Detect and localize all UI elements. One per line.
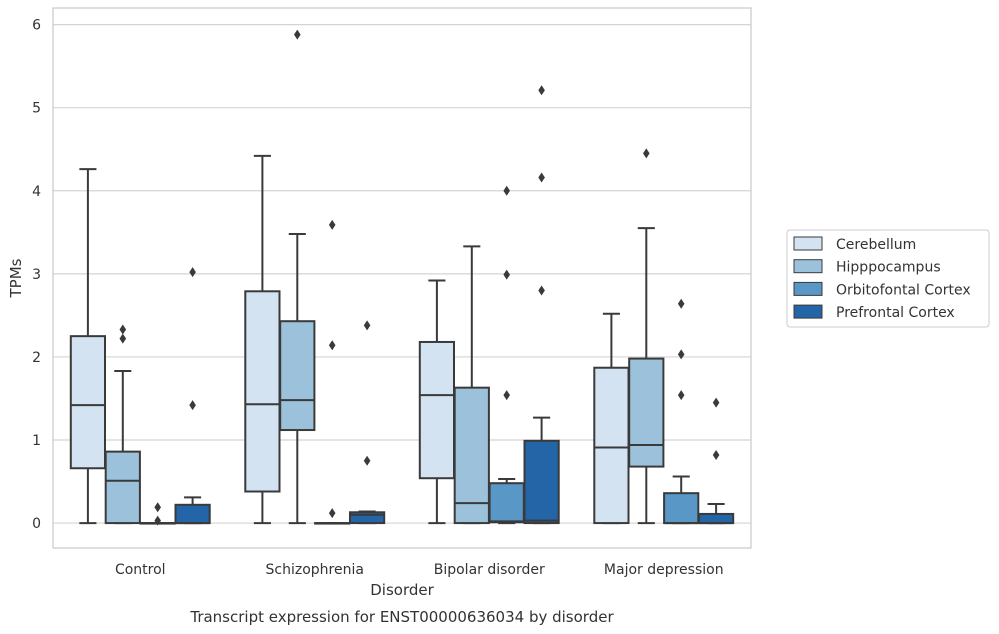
outlier-point <box>154 515 161 526</box>
box <box>104 450 141 525</box>
legend: Cerebellum Hipppocampus Orbitofontal Corte… <box>786 229 990 328</box>
box <box>697 512 735 525</box>
x-tick-label: Bipolar disorder <box>434 562 545 578</box>
legend-swatch <box>793 304 823 319</box>
outlier-point <box>538 285 545 296</box>
box <box>593 366 630 525</box>
outlier-point <box>712 449 720 460</box>
x-tick-labels: Control Schizophrenia Bipolar disorder Majo… <box>115 562 724 578</box>
y-tick-label: 2 <box>32 350 41 366</box>
y-tick-label: 0 <box>32 516 41 532</box>
plot-frame <box>52 7 752 549</box>
box <box>523 439 560 525</box>
outlier-point <box>294 29 301 40</box>
outlier-point <box>363 320 371 331</box>
chart-title: Transcript expression for ENST0000063603… <box>189 608 614 626</box>
y-tick-label: 5 <box>32 101 41 117</box>
box <box>663 492 700 525</box>
outlier-point <box>328 219 336 230</box>
y-tick-label: 4 <box>32 184 41 200</box>
box <box>348 511 386 525</box>
outlier-point <box>503 185 510 196</box>
legend-label: Orbitofontal Cortex <box>836 282 971 298</box>
outlier-point <box>503 269 510 280</box>
x-tick-label: Schizophrenia <box>266 562 364 578</box>
outlier-point <box>538 85 545 96</box>
box <box>453 386 490 525</box>
series-orbitofontal-cortex <box>139 185 700 526</box>
box <box>69 335 107 470</box>
y-tick-label: 3 <box>32 267 41 283</box>
legend-label: Prefrontal Cortex <box>836 305 955 321</box>
outlier-point <box>677 298 685 309</box>
legend-swatch <box>793 281 823 296</box>
box-series <box>69 29 735 526</box>
series-prefrontal-cortex <box>174 85 735 525</box>
x-axis-title: Disorder <box>370 581 434 599</box>
box <box>628 357 665 468</box>
outlier-point <box>643 148 650 159</box>
outlier-point <box>189 267 196 278</box>
outlier-point <box>538 172 545 183</box>
x-tick-label: Control <box>115 562 166 578</box>
y-tick-label: 6 <box>32 18 41 34</box>
box <box>418 340 456 480</box>
legend-label: Hipppocampus <box>836 260 941 276</box>
y-tick-labels: 0 1 2 3 4 5 6 <box>32 18 41 532</box>
box <box>244 290 281 493</box>
box <box>488 482 525 524</box>
outlier-point <box>677 390 685 401</box>
legend-label: Cerebellum <box>836 237 916 253</box>
box <box>279 320 316 432</box>
series-hipppocampus <box>104 29 665 525</box>
y-axis-title: TPMs <box>7 258 25 298</box>
outlier-point <box>154 502 161 513</box>
legend-frame <box>786 229 990 328</box>
outlier-point <box>119 324 127 335</box>
outlier-point <box>677 349 685 360</box>
outlier-point <box>503 390 510 401</box>
x-tick-label: Major depression <box>604 562 724 578</box>
legend-swatch <box>793 259 823 274</box>
box <box>174 503 211 525</box>
y-tick-label: 1 <box>32 433 41 449</box>
series-cerebellum <box>69 154 630 525</box>
outlier-point <box>712 397 720 408</box>
outlier-point <box>189 400 196 411</box>
legend-swatch <box>793 236 823 251</box>
outlier-point <box>328 340 336 351</box>
outlier-point <box>119 333 127 344</box>
outlier-point <box>363 455 371 466</box>
outlier-point <box>328 508 336 519</box>
